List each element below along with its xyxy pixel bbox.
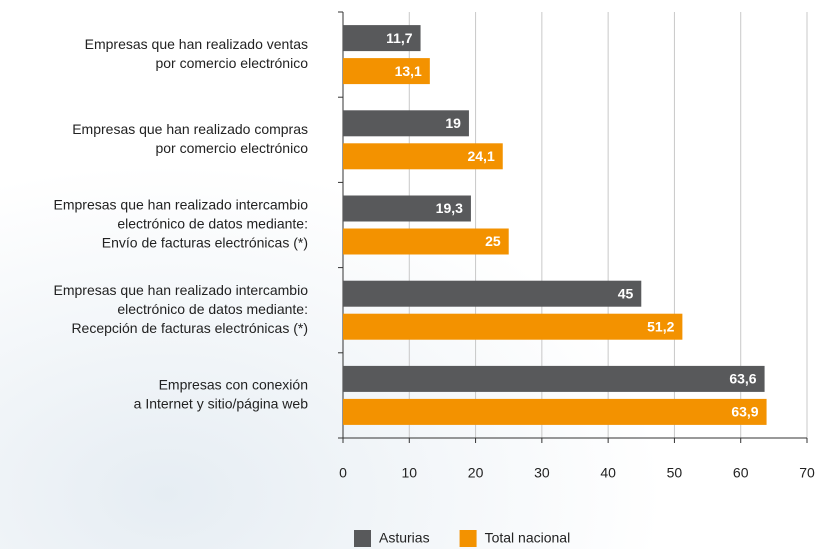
x-tick-label: 60 [733, 465, 749, 481]
value-label: 45 [618, 285, 634, 301]
bar [343, 195, 471, 222]
category-label: por comercio electrónico [155, 140, 308, 156]
x-tick-label: 70 [799, 465, 815, 481]
category-label: Empresas que han realizado intercambio [54, 197, 309, 213]
x-tick-label: 20 [468, 465, 484, 481]
bar [343, 110, 469, 137]
legend-swatch [354, 530, 371, 547]
value-label: 19 [445, 115, 461, 131]
category-label: electrónico de datos mediante: [117, 301, 308, 317]
value-label: 51,2 [647, 318, 674, 334]
x-tick-label: 40 [600, 465, 616, 481]
bar [343, 228, 509, 255]
bar [343, 58, 430, 85]
category-label: Empresas que han realizado ventas [85, 36, 308, 52]
bar [343, 25, 421, 52]
category-label: Envío de facturas electrónicas (*) [102, 235, 308, 251]
category-label: por comercio electrónico [155, 55, 308, 71]
x-tick-label: 10 [401, 465, 417, 481]
value-label: 24,1 [467, 148, 494, 164]
x-tick-label: 30 [534, 465, 550, 481]
bar [343, 365, 765, 392]
value-label: 11,7 [386, 30, 413, 46]
category-label: electrónico de datos mediante: [117, 216, 308, 232]
legend-label: Asturias [379, 530, 430, 546]
category-label: Empresas que han realizado compras [72, 121, 308, 137]
category-label: a Internet y sitio/página web [134, 396, 309, 412]
legend-swatch [459, 530, 477, 547]
category-label: Empresas que han realizado intercambio [54, 282, 309, 298]
value-label: 63,6 [729, 371, 756, 387]
bar [343, 313, 683, 340]
value-label: 19,3 [436, 200, 463, 216]
x-tick-label: 0 [339, 465, 347, 481]
bar [343, 398, 767, 425]
category-label: Empresas con conexión [159, 377, 308, 393]
legend-label: Total nacional [485, 530, 571, 546]
value-label: 13,1 [395, 63, 422, 79]
bar [343, 280, 642, 307]
value-label: 63,9 [731, 404, 758, 420]
value-label: 25 [485, 233, 501, 249]
x-tick-label: 50 [667, 465, 683, 481]
bar [343, 143, 503, 170]
category-label: Recepción de facturas electrónicas (*) [71, 320, 308, 336]
